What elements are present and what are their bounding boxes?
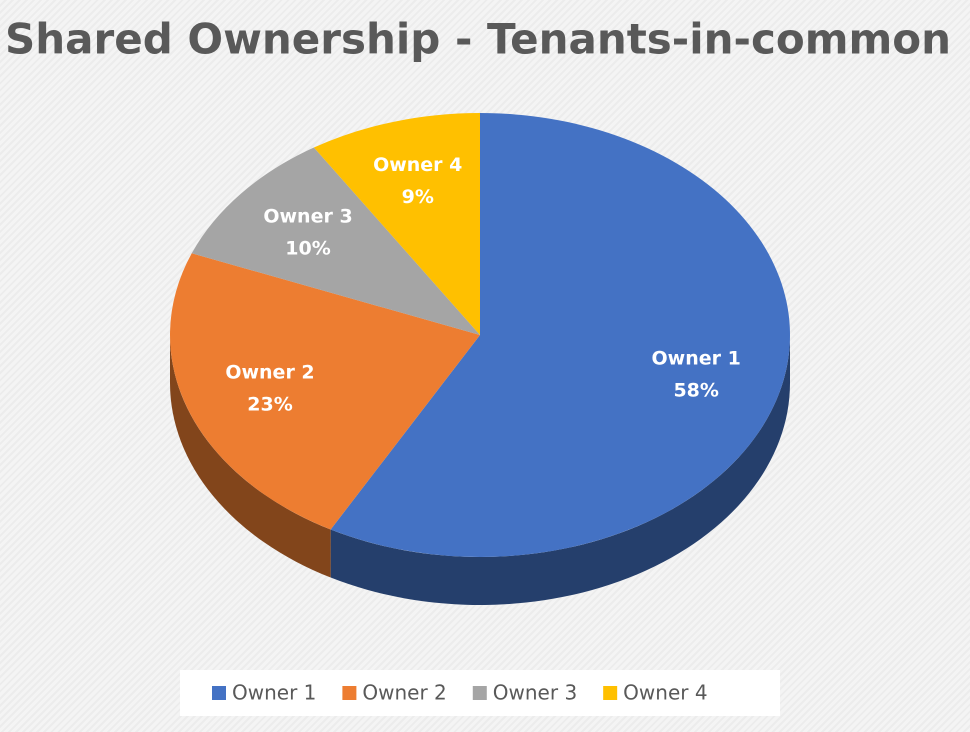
legend-label: Owner 2 [362, 681, 446, 705]
data-label-value: 58% [673, 379, 718, 401]
data-label-name: Owner 4 [373, 154, 462, 176]
legend-swatch [603, 686, 618, 700]
data-label-name: Owner 1 [652, 347, 741, 369]
slice [191, 147, 480, 335]
legend-swatch [212, 686, 226, 700]
data-label-value: 9% [402, 186, 434, 208]
slice [313, 113, 480, 335]
legend-label: Owner 4 [623, 681, 707, 705]
slice-side [169, 335, 331, 578]
legend-swatch [342, 686, 357, 700]
data-label-name: Owner 2 [225, 362, 314, 384]
legend-label: Owner 3 [493, 681, 577, 705]
data-label-value: 10% [285, 238, 330, 260]
slice-side [330, 335, 790, 605]
data-label-value: 23% [247, 394, 292, 416]
slice [330, 113, 790, 557]
legend-swatch [472, 686, 487, 700]
data-label-name: Owner 3 [263, 206, 352, 228]
slice [169, 253, 480, 530]
chart-title: Shared Ownership - Tenants-in-common [5, 15, 951, 64]
legend-label: Owner 1 [232, 681, 316, 705]
